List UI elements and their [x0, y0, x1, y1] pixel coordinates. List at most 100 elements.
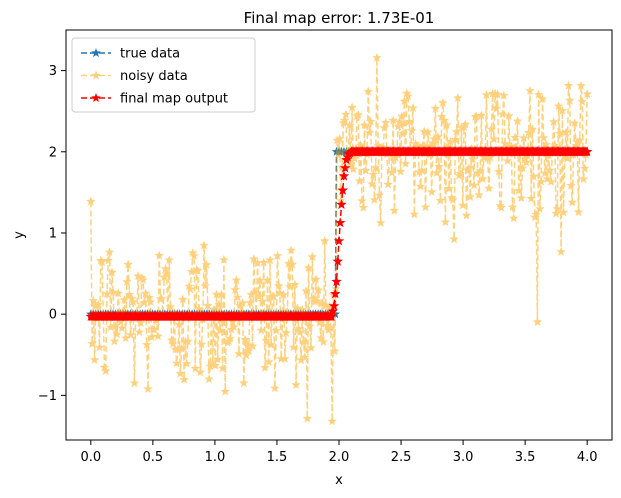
data-point	[546, 176, 556, 186]
data-point	[245, 297, 255, 307]
data-point	[149, 325, 159, 335]
data-point	[448, 195, 458, 205]
data-point	[453, 93, 463, 103]
data-point	[246, 289, 257, 299]
data-point	[106, 322, 116, 332]
data-point	[173, 344, 183, 353]
data-point	[469, 180, 479, 190]
data-point	[358, 202, 368, 212]
data-point	[101, 366, 111, 375]
x-axis: 0.0 0.5 1.0 1.5 2.0 2.5 3.0 3.5 4.0	[80, 440, 598, 465]
data-point	[336, 199, 347, 209]
data-point	[179, 374, 189, 384]
data-point	[579, 163, 590, 173]
data-point	[526, 193, 536, 203]
data-point	[556, 246, 566, 256]
data-point	[209, 304, 219, 314]
data-point	[327, 305, 338, 316]
data-point	[561, 127, 571, 137]
data-point	[190, 363, 201, 373]
data-point	[315, 318, 325, 327]
y-tick-label: 3	[49, 64, 57, 79]
data-point	[278, 289, 289, 299]
data-point	[204, 374, 214, 384]
data-point	[322, 320, 332, 330]
data-point	[399, 96, 410, 106]
data-point	[402, 88, 412, 98]
data-point	[480, 151, 490, 161]
data-point	[344, 120, 355, 130]
data-point	[87, 338, 97, 348]
data-point	[237, 298, 248, 308]
data-point	[460, 119, 470, 129]
data-point	[240, 334, 250, 344]
data-point	[567, 197, 577, 207]
data-point	[183, 336, 193, 346]
data-point	[475, 165, 485, 175]
data-point	[324, 301, 335, 311]
data-point	[540, 168, 550, 178]
legend-item	[81, 48, 111, 57]
data-point	[303, 263, 314, 272]
legend-item	[81, 70, 111, 80]
data-point	[571, 140, 581, 150]
data-point	[99, 362, 110, 372]
data-point	[410, 138, 421, 148]
data-point	[300, 352, 310, 362]
data-point	[552, 204, 563, 213]
data-point	[380, 117, 391, 127]
data-point	[153, 331, 163, 341]
data-point	[373, 140, 383, 150]
data-point	[195, 367, 205, 377]
data-point	[332, 255, 343, 266]
data-point	[138, 275, 148, 285]
data-point	[441, 120, 452, 130]
data-point	[390, 152, 401, 162]
data-point	[369, 194, 380, 204]
data-point	[395, 166, 406, 176]
data-point	[426, 187, 437, 197]
data-point	[217, 363, 228, 373]
data-point	[576, 80, 586, 90]
data-point	[337, 184, 348, 195]
data-point	[517, 163, 528, 173]
data-point	[407, 125, 417, 135]
data-point	[575, 135, 585, 145]
data-point	[113, 288, 123, 298]
data-point	[417, 165, 427, 175]
data-point	[338, 170, 350, 181]
data-point	[194, 303, 204, 313]
data-point	[203, 300, 213, 310]
data-point	[91, 300, 101, 310]
data-point	[290, 279, 300, 289]
data-point	[161, 269, 172, 279]
data-point	[449, 234, 459, 244]
data-point	[364, 127, 375, 137]
data-point	[420, 202, 431, 212]
data-point	[565, 95, 575, 105]
data-point	[327, 416, 337, 426]
x-tick-label: 0.5	[143, 450, 164, 465]
data-point	[494, 166, 504, 176]
data-point	[573, 207, 584, 217]
data-point	[125, 329, 136, 339]
data-point	[451, 126, 462, 136]
data-point	[403, 91, 413, 101]
data-point	[174, 319, 184, 329]
x-tick-label: 2.0	[329, 450, 350, 465]
data-point	[241, 350, 252, 360]
data-point	[533, 89, 544, 99]
data-point	[171, 358, 182, 368]
data-point	[201, 259, 212, 269]
data-point	[482, 153, 493, 163]
data-point	[461, 210, 472, 220]
data-point	[499, 90, 509, 100]
data-point	[186, 266, 197, 276]
data-point	[446, 192, 457, 202]
data-point	[438, 97, 448, 107]
data-point	[347, 102, 357, 112]
data-point	[109, 336, 120, 346]
data-point	[383, 179, 393, 189]
chart-title: Final map error: 1.73E-01	[244, 9, 435, 27]
data-point	[335, 217, 346, 228]
